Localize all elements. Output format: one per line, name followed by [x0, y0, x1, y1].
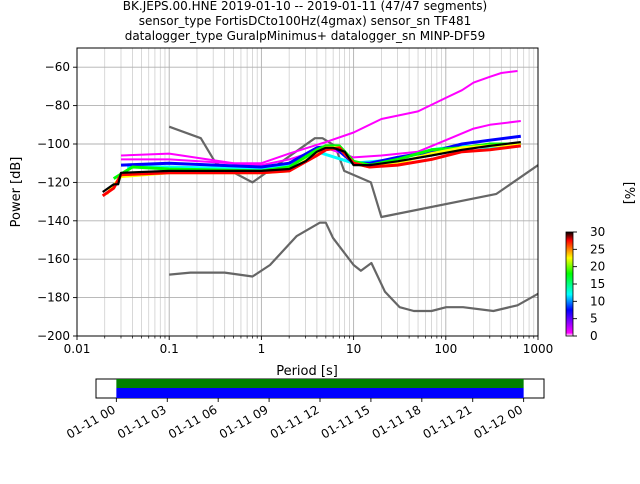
- y-axis-label: Power [dB]: [9, 157, 24, 228]
- colorbar-tick-label: 25: [590, 242, 605, 256]
- colorbar-tick-label: 10: [590, 294, 605, 308]
- colorbar-tick-label: 30: [590, 225, 605, 239]
- colorbar-ticks: 0 5 10 15 20 25 30: [573, 225, 605, 343]
- y-tick-label: −200: [37, 329, 70, 343]
- timeline-tick-label: 01-11 18: [370, 402, 424, 441]
- x-axis-label: Period [s]: [276, 364, 338, 379]
- plot-frame: [76, 47, 539, 337]
- chart-title-line-2: sensor_type FortisDCto100Hz(4gmax) senso…: [139, 14, 471, 28]
- timeline-tick-label: 01-11 00: [64, 402, 118, 441]
- chart-title-line-3: datalogger_type GuralpMinimus+ datalogge…: [125, 29, 486, 43]
- psd-traces: [101, 70, 521, 198]
- colorbar-label: [%]: [621, 182, 636, 205]
- y-tick-label: −160: [37, 252, 70, 266]
- colorbar-tick-label: 5: [590, 312, 598, 326]
- x-tick-label: 100: [434, 342, 457, 356]
- timeline-tick-label: 01-11 12: [268, 402, 322, 441]
- chart-title-line-1: BK.JEPS.00.HNE 2019-01-10 -- 2019-01-11 …: [123, 0, 487, 13]
- y-tick-label: −60: [45, 60, 70, 74]
- x-tick-label: 0.1: [160, 342, 179, 356]
- timeline-tick-label: 01-11 09: [217, 402, 271, 441]
- y-tick-label: −180: [37, 291, 70, 305]
- psd-trace-black: [102, 141, 521, 193]
- y-tick-label: −120: [37, 175, 70, 189]
- colorbar-tick-label: 20: [590, 260, 605, 274]
- x-tick-label: 1000: [523, 342, 554, 356]
- timeline-tick-label: 01-11 06: [166, 402, 220, 441]
- x-tick-label: 0.01: [64, 342, 91, 356]
- y-tick-label: −100: [37, 137, 70, 151]
- timeline-coverage-upper: [116, 379, 524, 388]
- colorbar-tick-label: 0: [590, 329, 598, 343]
- timeline-tick-label: 01-12 00: [471, 402, 525, 441]
- colorbar: [565, 231, 574, 337]
- colorbar-tick-label: 15: [590, 277, 605, 291]
- y-tick-label: −80: [45, 99, 70, 113]
- x-tick-label: 1: [258, 342, 266, 356]
- plot-background: [77, 48, 538, 336]
- timeline-coverage-lower: [116, 388, 524, 398]
- grid: [76, 48, 538, 337]
- x-axis-ticks: 0.01 0.1 1 10 100 1000: [64, 336, 554, 356]
- y-tick-label: −140: [37, 214, 70, 228]
- timeline-tick-label: 01-11 03: [115, 402, 169, 441]
- psd-trace-magenta-lower: [121, 120, 521, 167]
- timeline-tick-label: 01-11 21: [421, 402, 475, 441]
- noise-model-low: [169, 221, 538, 313]
- timeline-tick-label: 01-11 15: [319, 402, 373, 441]
- y-axis-ticks: −60 −80 −100 −120 −140 −160 −180 −200: [37, 60, 77, 343]
- x-tick-label: 10: [346, 342, 361, 356]
